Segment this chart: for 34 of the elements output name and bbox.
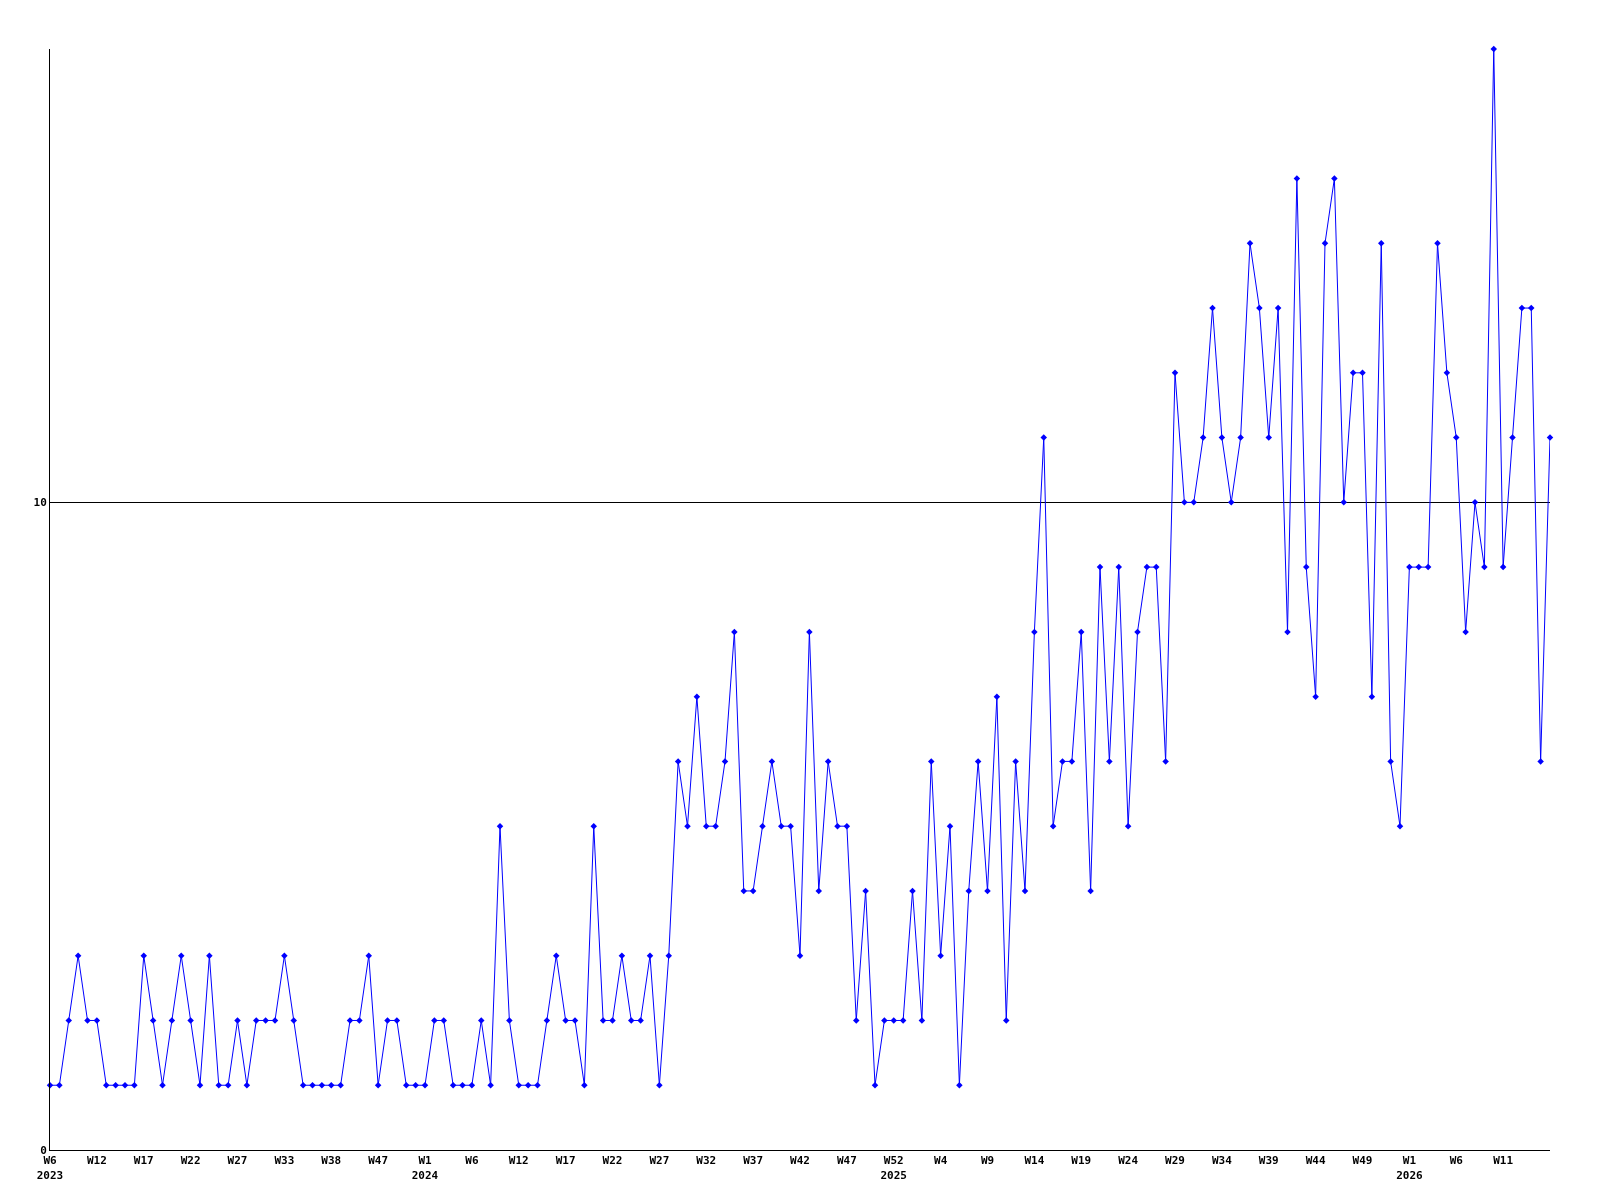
x-tick-label: W32 xyxy=(696,1154,717,1168)
x-tick-label: W9 xyxy=(980,1154,995,1168)
x-tick-label: W14 xyxy=(1024,1154,1045,1168)
x-tick-label: W6 xyxy=(465,1154,479,1168)
y-tick-label: 0 xyxy=(40,1143,47,1157)
x-tick-label: W17 xyxy=(133,1154,154,1168)
x-tick-label: W37 xyxy=(743,1154,764,1168)
x-tick-label: W38 xyxy=(321,1154,342,1168)
x-tick-label: W34 xyxy=(1211,1154,1233,1168)
x-tick-label: W22 xyxy=(602,1154,623,1168)
x-tick-label: W29 xyxy=(1165,1154,1185,1168)
y-tick-label: 10 xyxy=(33,496,47,510)
x-tick-label: W6 xyxy=(1449,1154,1464,1168)
x-tick-label: W42 xyxy=(790,1154,810,1168)
x-tick-label: W39 xyxy=(1258,1154,1279,1168)
x-tick-label: W47 xyxy=(368,1154,389,1168)
x-tick-label: W24 xyxy=(1118,1154,1139,1168)
x-tick-label: W6 2023 xyxy=(36,1154,64,1182)
x-tick-label: W47 xyxy=(836,1154,857,1168)
x-tick-label: W27 xyxy=(649,1154,670,1168)
x-tick-label: W44 xyxy=(1305,1154,1326,1168)
x-tick-label: W49 xyxy=(1352,1154,1373,1168)
x-tick-label: W19 xyxy=(1071,1154,1092,1168)
x-tick-label: W1 2026 xyxy=(1396,1154,1423,1182)
x-tick-label: W4 xyxy=(934,1154,948,1168)
x-tick-label: W1 2024 xyxy=(411,1154,439,1182)
x-tick-label: W12 xyxy=(508,1154,529,1168)
x-tick-label: W17 xyxy=(555,1154,576,1168)
x-tick-label: W22 xyxy=(180,1154,201,1168)
x-tick-label: W11 xyxy=(1493,1154,1514,1168)
x-tick-label: W52 2025 xyxy=(880,1154,907,1182)
x-tick-label: W12 xyxy=(86,1154,107,1168)
x-tick-label: W27 xyxy=(227,1154,248,1168)
x-tick-label: W33 xyxy=(274,1154,295,1168)
